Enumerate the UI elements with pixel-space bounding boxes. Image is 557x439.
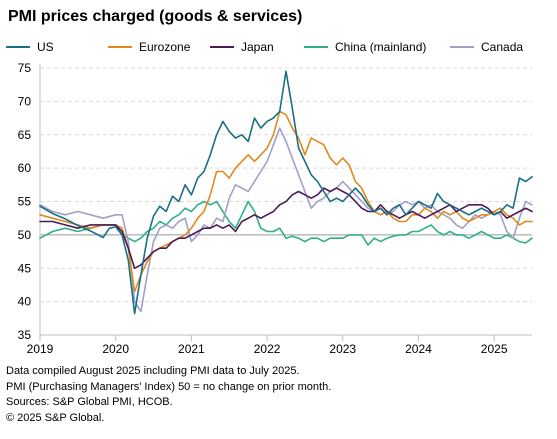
legend-swatch-japan (210, 46, 234, 48)
x-tick-label: 2022 (254, 342, 281, 356)
x-tick-label: 2024 (405, 342, 432, 356)
legend-swatch-china (304, 46, 328, 48)
y-tick-label: 75 (18, 61, 32, 75)
chart-legend: US Eurozone Japan China (mainland) Canad… (6, 38, 552, 56)
legend-item-canada: Canada (450, 38, 523, 56)
legend-swatch-canada (450, 46, 474, 48)
legend-item-us: US (6, 38, 54, 56)
x-tick-label: 2025 (481, 342, 508, 356)
series-line-canada (39, 127, 533, 313)
x-tick-label: 2023 (329, 342, 356, 356)
y-tick-label: 55 (18, 195, 32, 209)
legend-label-eurozone: Eurozone (139, 40, 191, 54)
series-line-japan (39, 187, 533, 270)
legend-item-china: China (mainland) (304, 38, 426, 56)
x-tick-label: 2021 (178, 342, 205, 356)
legend-item-eurozone: Eurozone (108, 38, 190, 56)
y-tick-label: 45 (18, 261, 32, 275)
y-tick-label: 40 (18, 295, 32, 309)
legend-label-us: US (37, 40, 54, 54)
chart-title: PMI prices charged (goods & services) (8, 8, 303, 25)
y-tick-label: 60 (18, 161, 32, 175)
legend-item-japan: Japan (210, 38, 274, 56)
y-tick-label: 35 (18, 328, 32, 342)
axes: 35 40 45 50 55 60 65 70 75 2019 2020 2021 2022 2023 20… (18, 61, 532, 356)
y-tick-label: 65 (18, 128, 32, 142)
series-line-china-mainland (39, 200, 533, 246)
legend-swatch-eurozone (108, 46, 132, 48)
note-sources: Sources: S&P Global PMI, HCOB. (6, 396, 173, 408)
series-lines (39, 70, 533, 315)
y-tick-label: 50 (18, 228, 32, 242)
note-copyright: © 2025 S&P Global. (6, 411, 105, 424)
legend-swatch-us (6, 46, 30, 48)
legend-label-canada: Canada (481, 40, 524, 54)
chart-notes: Data compiled August 2025 including PMI … (6, 364, 331, 426)
legend-label-china: China (mainland) (335, 40, 427, 54)
x-tick-label: 2019 (27, 342, 54, 356)
note-pmi-definition: PMI (Purchasing Managers' Index) 50 = no… (6, 380, 332, 393)
x-tick-label: 2020 (102, 342, 129, 356)
note-data-compiled: Data compiled August 2025 including PMI … (6, 365, 300, 377)
y-tick-label: 70 (18, 94, 32, 108)
legend-label-japan: Japan (241, 40, 274, 54)
series-line-us (39, 70, 533, 315)
